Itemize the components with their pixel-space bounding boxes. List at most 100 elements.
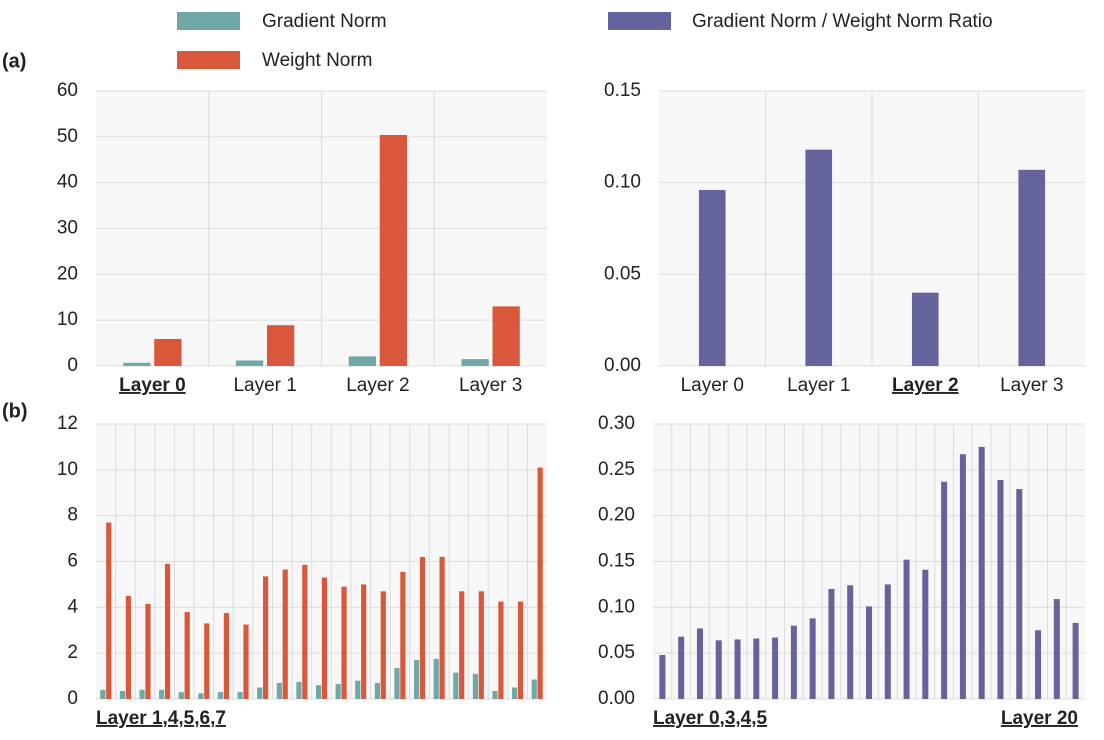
bar	[790, 625, 797, 699]
y-tick-label: 60	[57, 80, 78, 101]
legend-label: Gradient Norm / Weight Norm Ratio	[692, 11, 993, 32]
y-tick-label: 30	[57, 218, 78, 239]
bar	[400, 571, 406, 699]
bar	[321, 577, 328, 699]
bar	[997, 479, 1004, 699]
bar	[922, 569, 929, 699]
bar	[145, 603, 151, 699]
y-tick-label: 4	[67, 596, 78, 617]
bar	[379, 135, 408, 366]
y-tick-label: 0.30	[598, 413, 635, 434]
bar	[433, 658, 439, 699]
bar	[266, 325, 295, 366]
x-tick-label: Layer 2	[892, 375, 959, 396]
bar	[828, 589, 835, 699]
legend-label: Weight Norm	[262, 50, 373, 71]
bar	[698, 190, 726, 366]
bar	[753, 638, 760, 699]
bar	[419, 556, 426, 699]
bar	[1035, 630, 1042, 699]
bar	[978, 446, 985, 699]
bar	[453, 672, 459, 699]
legend-swatch	[177, 12, 240, 30]
bar	[164, 563, 171, 699]
bar	[472, 673, 479, 699]
bar	[217, 692, 224, 699]
bar	[302, 564, 308, 699]
annotation: Layer 1,4,5,6,7	[96, 708, 226, 729]
y-tick-label: 6	[67, 551, 78, 572]
x-tick-label: Layer 0	[119, 375, 186, 396]
legend-label: Gradient Norm	[262, 11, 387, 32]
bar	[100, 689, 106, 699]
bar	[1018, 169, 1046, 366]
bar	[959, 454, 966, 699]
y-tick-label: 0.05	[598, 642, 635, 663]
bar	[1016, 489, 1023, 699]
y-tick-label: 0.20	[598, 505, 635, 526]
y-tick-label: 10	[57, 309, 78, 330]
bar	[941, 481, 948, 699]
bar	[184, 611, 190, 699]
x-tick-label: Layer 3	[1000, 375, 1063, 396]
bar	[374, 682, 380, 699]
y-tick-label: 0.05	[604, 263, 641, 284]
y-tick-label: 0.00	[604, 355, 641, 376]
bar	[1053, 599, 1060, 699]
y-tick-label: 50	[57, 126, 78, 147]
panel-label: (a)	[2, 50, 26, 72]
bar	[237, 692, 243, 699]
bar	[123, 362, 151, 366]
bar	[492, 690, 498, 699]
bar	[380, 591, 386, 699]
bar	[159, 689, 165, 699]
legend-swatch	[608, 12, 671, 30]
bar	[1072, 622, 1079, 699]
bar	[154, 338, 182, 366]
annotation: Layer 20	[1001, 708, 1078, 729]
bar	[139, 689, 145, 699]
y-tick-label: 40	[57, 172, 78, 193]
bar	[696, 628, 703, 699]
panel-label: (b)	[2, 400, 28, 422]
y-tick-label: 0.00	[598, 688, 635, 709]
bar	[498, 601, 504, 699]
bar	[394, 668, 400, 699]
bar	[517, 601, 524, 699]
bar	[257, 687, 263, 699]
bar	[439, 556, 445, 699]
bar	[348, 356, 377, 366]
bar	[715, 640, 722, 699]
bar	[459, 591, 465, 699]
bar	[537, 467, 543, 699]
y-tick-label: 10	[57, 459, 78, 480]
x-tick-label: Layer 0	[681, 375, 744, 396]
x-tick-label: Layer 3	[459, 375, 522, 396]
bar	[296, 681, 302, 699]
bar	[805, 149, 833, 366]
bar	[903, 559, 910, 699]
y-tick-label: 0.10	[604, 172, 641, 193]
bar	[263, 576, 269, 699]
bar	[478, 591, 484, 699]
y-tick-label: 0.15	[604, 80, 641, 101]
bar	[335, 684, 341, 699]
bar	[315, 685, 322, 699]
bar	[119, 690, 126, 699]
y-tick-label: 12	[57, 413, 78, 434]
bar	[414, 660, 420, 699]
y-tick-label: 0.15	[598, 551, 635, 572]
bar	[341, 586, 347, 699]
bar	[355, 680, 361, 699]
bar	[734, 639, 741, 699]
y-tick-label: 2	[67, 642, 78, 663]
bar	[865, 606, 873, 699]
y-tick-label: 0	[67, 688, 78, 709]
bar	[125, 595, 131, 699]
x-tick-label: Layer 1	[233, 375, 296, 396]
bar	[204, 623, 210, 699]
y-tick-label: 8	[67, 505, 78, 526]
bar	[678, 636, 685, 699]
bar	[911, 292, 939, 366]
